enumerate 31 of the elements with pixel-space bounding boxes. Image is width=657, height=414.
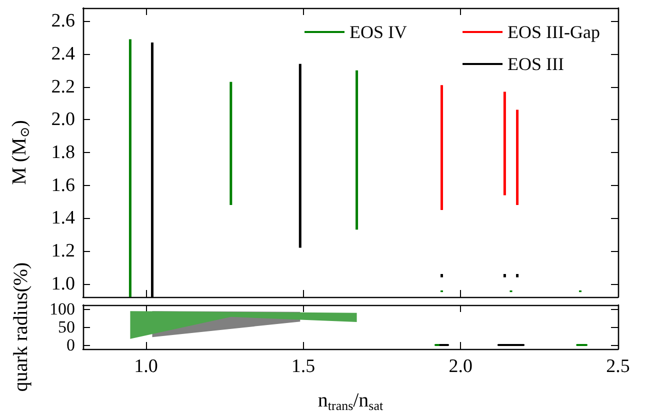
x-tick-label: 2.0 <box>448 356 473 377</box>
legend-label: EOS IV <box>350 22 407 42</box>
bar <box>503 274 506 278</box>
bar <box>503 92 506 196</box>
bar <box>440 85 444 210</box>
y-tick-label: 2.6 <box>51 10 75 32</box>
bar <box>230 82 232 206</box>
y-axis-title: M (M⊙) <box>8 120 32 185</box>
y-tick-label: 1.6 <box>51 174 75 196</box>
y-tick-label: 1.2 <box>51 240 75 262</box>
x-tick-label: 2.5 <box>606 356 630 377</box>
bar <box>516 110 519 206</box>
y-tick-label: 1.0 <box>51 273 75 294</box>
x-tick-label: 1.0 <box>134 356 158 377</box>
bar <box>440 274 444 278</box>
y-axis-title: quark radius(%) <box>10 262 32 392</box>
legend-label: EOS III-Gap <box>508 22 600 42</box>
y-tick-label: 0 <box>66 336 75 355</box>
y-tick-label: 2.2 <box>51 76 75 98</box>
legend-label: EOS III <box>508 54 564 74</box>
y-tick-label: 100 <box>50 299 75 318</box>
y-tick-label: 1.4 <box>51 208 76 229</box>
bar <box>516 274 519 278</box>
y-tick-label: 2.4 <box>51 43 76 64</box>
bar <box>128 39 132 297</box>
x-tick-label: 1.5 <box>291 356 316 377</box>
y-tick-label: 1.8 <box>51 142 75 163</box>
y-tick-label: 2.0 <box>51 109 75 130</box>
y-tick-label: 50 <box>58 318 75 336</box>
bar <box>356 70 358 230</box>
bar <box>298 64 302 248</box>
